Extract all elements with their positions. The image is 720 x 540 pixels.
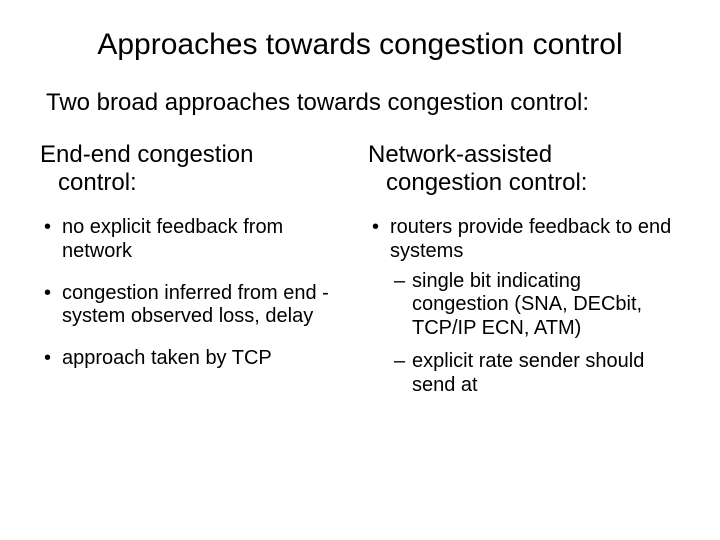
- list-item-text: routers provide feedback to end systems: [390, 216, 671, 262]
- right-bullets: routers provide feedback to end systems …: [368, 216, 680, 397]
- right-column: Network-assisted congestion control: rou…: [368, 141, 680, 415]
- left-column: End-end congestion control: no explicit …: [40, 141, 352, 415]
- right-heading: Network-assisted congestion control:: [368, 141, 680, 196]
- list-item: no explicit feedback from network: [40, 216, 352, 263]
- slide-title: Approaches towards congestion control: [40, 28, 680, 63]
- sub-list-item: explicit rate sender should send at: [390, 350, 680, 397]
- left-bullets: no explicit feedback from network conges…: [40, 216, 352, 370]
- right-heading-line2: congestion control:: [386, 169, 587, 196]
- sub-list-item: single bit indicating congestion (SNA, D…: [390, 270, 680, 341]
- slide: Approaches towards congestion control Tw…: [0, 0, 720, 540]
- left-heading: End-end congestion control:: [40, 141, 352, 196]
- list-item: approach taken by TCP: [40, 347, 352, 371]
- list-item: congestion inferred from end -system obs…: [40, 282, 352, 329]
- right-heading-line1: Network-assisted: [368, 141, 552, 168]
- columns: End-end congestion control: no explicit …: [40, 141, 680, 415]
- list-item: routers provide feedback to end systems …: [368, 216, 680, 397]
- left-heading-line2: control:: [58, 169, 137, 196]
- slide-subtitle: Two broad approaches towards congestion …: [46, 89, 680, 118]
- right-sub-bullets: single bit indicating congestion (SNA, D…: [390, 270, 680, 398]
- left-heading-line1: End-end congestion: [40, 141, 254, 168]
